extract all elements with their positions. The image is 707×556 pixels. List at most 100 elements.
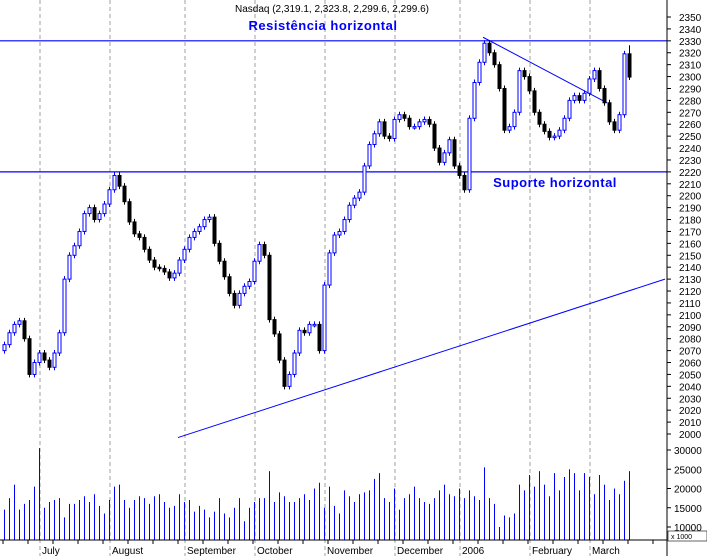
candle-up xyxy=(17,320,22,325)
candle-up xyxy=(552,135,557,139)
trend-line xyxy=(177,278,666,439)
trend-lines xyxy=(0,36,667,439)
candle-up xyxy=(567,99,572,119)
candle-up xyxy=(447,139,452,154)
candle-up xyxy=(322,284,327,352)
candle-up xyxy=(287,373,292,387)
volume-unit-box xyxy=(667,530,707,542)
candle-down xyxy=(387,135,392,140)
candle-down xyxy=(407,117,412,128)
candle-up xyxy=(2,344,7,352)
candle-up xyxy=(332,234,337,254)
candle-up xyxy=(507,126,512,131)
candle-up xyxy=(252,260,257,282)
candle-down xyxy=(262,244,267,256)
candle-down xyxy=(577,95,582,101)
candle-up xyxy=(412,126,417,129)
candles xyxy=(2,40,632,390)
y-tick-label: 2020 xyxy=(679,406,702,417)
y-tick-label: 2070 xyxy=(679,347,702,358)
candle-up xyxy=(337,230,342,236)
y-tick-label: 2310 xyxy=(679,61,702,72)
candle-up xyxy=(77,230,82,247)
candle-up xyxy=(617,114,622,131)
support-label: Suporte horizontal xyxy=(493,175,617,190)
candle-down xyxy=(137,233,142,238)
volume-tick-label: 20000 xyxy=(674,485,702,496)
candle-down xyxy=(212,216,217,244)
candle-up xyxy=(622,53,627,116)
x-tick-label: August xyxy=(112,546,143,556)
y-tick-label: 2120 xyxy=(679,287,702,298)
candle-down xyxy=(142,236,147,250)
candle-down xyxy=(282,359,287,387)
candle-down xyxy=(427,118,432,125)
y-tick-label: 2110 xyxy=(679,299,701,310)
y-tick-label: 2180 xyxy=(679,216,702,227)
y-tick-label: 2210 xyxy=(679,180,702,191)
candle-up xyxy=(197,226,202,232)
volume-bars xyxy=(4,448,630,540)
candle-up xyxy=(352,197,357,206)
x-tick-label: September xyxy=(187,546,237,556)
candle-down xyxy=(272,319,277,335)
candle-down xyxy=(277,333,282,361)
candle-up xyxy=(357,191,362,199)
candle-up xyxy=(202,219,207,228)
candle-up xyxy=(257,244,262,262)
candle-down xyxy=(532,90,537,113)
candle-up xyxy=(52,352,57,368)
candle-up xyxy=(482,42,487,63)
y-tick-label: 2340 xyxy=(679,25,702,36)
candle-down xyxy=(612,121,617,131)
candle-down xyxy=(167,271,172,279)
candle-up xyxy=(587,78,592,94)
candle-up xyxy=(97,213,102,221)
y-tick-label: 2100 xyxy=(679,311,702,322)
y-tick-label: 2250 xyxy=(679,132,702,143)
candle-up xyxy=(237,292,242,306)
candle-up xyxy=(62,278,67,334)
y-tick-label: 2060 xyxy=(679,359,702,370)
candle-down xyxy=(597,70,602,89)
candle-up xyxy=(327,252,332,286)
candle-up xyxy=(7,332,12,346)
candle-down xyxy=(157,266,162,270)
candle-up xyxy=(172,272,177,279)
candle-down xyxy=(227,276,232,294)
candle-up xyxy=(572,95,577,101)
y-tick-label: 2050 xyxy=(679,370,702,381)
candle-up xyxy=(362,165,367,193)
candle-up xyxy=(342,219,347,232)
candle-up xyxy=(582,92,587,101)
x-tick-label: December xyxy=(397,546,444,556)
x-tick-label: October xyxy=(257,546,293,556)
candle-down xyxy=(267,254,272,321)
candle-up xyxy=(297,329,302,354)
volume-tick-label: 10000 xyxy=(674,523,702,534)
y-tick-label: 2130 xyxy=(679,275,702,286)
candle-up xyxy=(562,117,567,131)
x-tick-label: July xyxy=(42,546,60,556)
candle-down xyxy=(152,259,157,268)
candle-up xyxy=(467,117,472,191)
volume-tick-label: 25000 xyxy=(674,465,702,476)
candle-up xyxy=(557,129,562,137)
candle-down xyxy=(47,359,52,368)
candle-down xyxy=(502,87,507,131)
candle-up xyxy=(442,152,447,163)
x-tick-label: February xyxy=(532,546,572,556)
y-tick-label: 2330 xyxy=(679,37,702,48)
y-tick-label: 2040 xyxy=(679,382,702,393)
candle-up xyxy=(87,207,92,215)
chart-title: Nasdaq (2,319.1, 2,323.8, 2,299.6, 2,299… xyxy=(235,4,429,15)
y-tick-label: 2280 xyxy=(679,96,702,107)
x-tick-label: November xyxy=(327,546,374,556)
candle-up xyxy=(57,332,62,354)
candle-up xyxy=(192,230,197,238)
candle-up xyxy=(292,352,297,375)
candle-down xyxy=(147,248,152,261)
y-tick-label: 2270 xyxy=(679,108,702,119)
